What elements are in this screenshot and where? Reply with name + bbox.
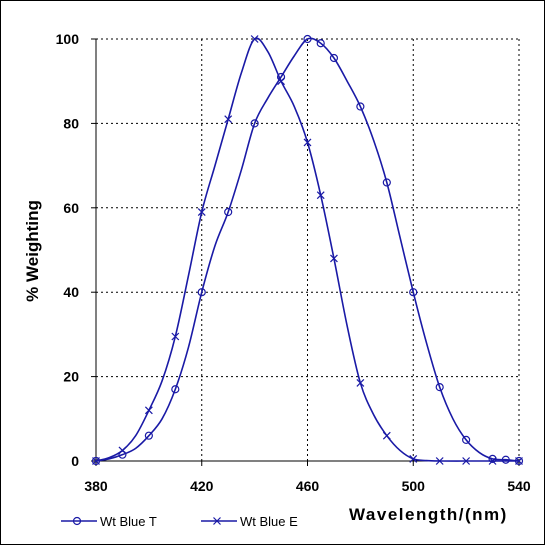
circle-marker: [224, 207, 233, 217]
x-marker: [144, 406, 153, 415]
x-tick-label: 460: [296, 478, 320, 494]
x-tick-label: 540: [507, 478, 531, 494]
x-marker: [488, 457, 497, 465]
x-tick-label: 380: [84, 478, 108, 494]
circle-marker: [250, 119, 259, 128]
x-marker: [515, 457, 523, 465]
x-marker: [409, 454, 418, 463]
legend-label: Wt Blue T: [100, 514, 157, 529]
tick-labels: 380 420 460 500 540 0 20 40 60 80 100: [56, 31, 531, 494]
circle-marker: [144, 431, 153, 440]
circle-marker: [329, 53, 339, 63]
x-marker: [435, 457, 444, 465]
circle-marker: [409, 288, 418, 297]
x-marker: [171, 332, 180, 341]
x-marker: [118, 446, 127, 455]
circle-marker: [514, 456, 524, 466]
circle-marker: [171, 385, 180, 394]
x-marker: [382, 431, 391, 440]
circle-marker: [197, 288, 206, 297]
x-marker: [316, 191, 325, 200]
circle-marker: [462, 435, 471, 444]
circle-marker: [316, 39, 325, 48]
x-marker: [277, 77, 285, 86]
x-tick-label: 500: [402, 478, 426, 494]
circle-marker: [488, 454, 497, 463]
legend-circle-marker: [72, 516, 82, 526]
x-marker: [330, 254, 338, 263]
circle-marker: [382, 178, 391, 187]
y-tick-label: 80: [63, 115, 79, 131]
y-axis-title: % Weighting: [23, 200, 42, 302]
series-markers: [91, 34, 524, 466]
legend-x-marker: [213, 517, 221, 525]
x-marker: [250, 35, 259, 43]
circle-marker: [435, 383, 444, 392]
y-tick-label: 40: [63, 284, 79, 300]
x-marker: [224, 115, 233, 124]
y-tick-label: 60: [63, 200, 79, 216]
circle-marker: [501, 455, 510, 464]
legend-label: Wt Blue E: [240, 514, 298, 529]
y-tick-label: 20: [63, 369, 79, 385]
grid-lines: [95, 38, 520, 462]
x-marker: [92, 457, 100, 465]
y-tick-label: 100: [56, 31, 80, 47]
circle-marker: [303, 34, 312, 44]
circle-marker: [91, 456, 101, 466]
x-marker: [356, 379, 365, 387]
x-axis-title: Wavelength/(nm): [349, 505, 508, 524]
series-line-wt-blue-t: [95, 37, 520, 462]
x-marker: [197, 208, 206, 216]
x-tick-label: 420: [190, 478, 214, 494]
x-marker: [462, 457, 471, 465]
legend: Wt Blue T Wt Blue E: [61, 514, 298, 529]
circle-marker: [356, 102, 365, 111]
y-tick-label: 0: [71, 453, 79, 469]
x-marker: [303, 138, 312, 147]
